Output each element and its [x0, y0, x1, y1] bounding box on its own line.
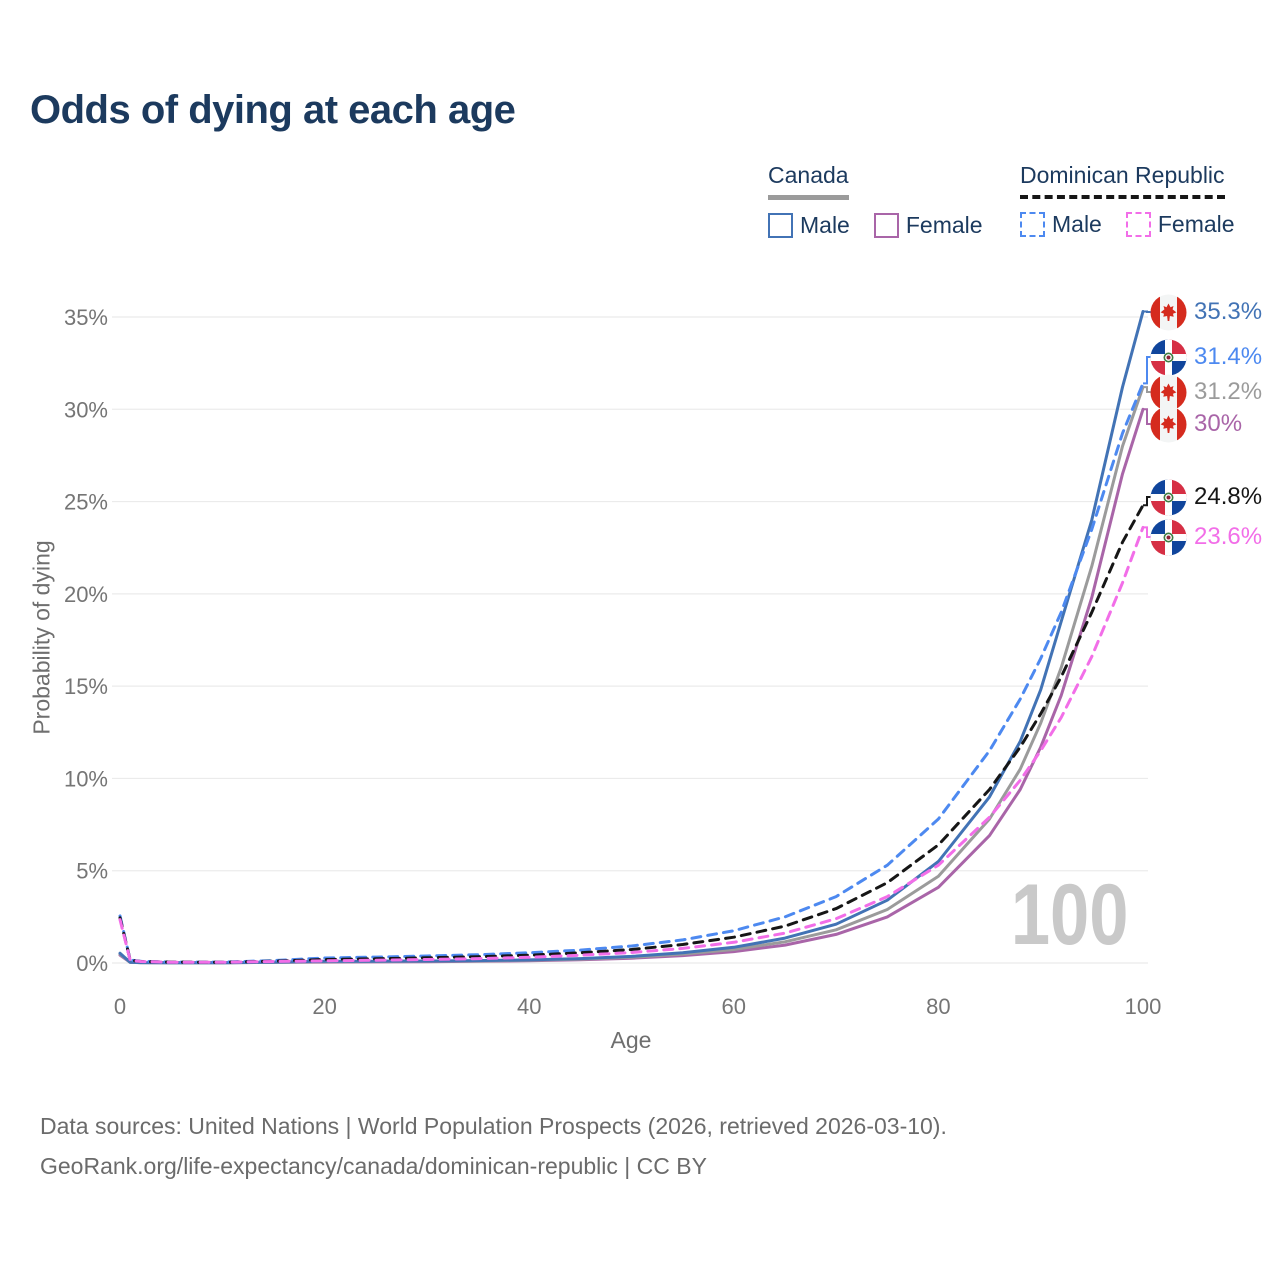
legend-title-canada[interactable]: Canada	[768, 162, 849, 200]
legend-item-dr-female[interactable]: Female	[1125, 211, 1235, 238]
label-connector-dr-female	[1143, 526, 1151, 538]
label-connector-canada-total	[1143, 386, 1151, 393]
data-source-line: Data sources: United Nations | World Pop…	[40, 1113, 947, 1139]
legend-item-canada-male[interactable]: Male	[768, 212, 850, 239]
series-line-canada-total	[118, 385, 1145, 965]
age-counter-watermark: 100	[1010, 867, 1128, 963]
dr-male-swatch-icon	[1020, 212, 1045, 237]
legend-group-canada: Canada Male Female	[768, 162, 983, 239]
legend-row-dominican-republic: Male Female	[1020, 211, 1235, 238]
y-axis-title: Probability of dying	[28, 540, 55, 735]
label-connector-dr-total	[1143, 496, 1151, 507]
legend-title-dominican-republic[interactable]: Dominican Republic	[1020, 162, 1225, 199]
chart-footer: Data sources: United Nations | World Pop…	[40, 1106, 947, 1186]
x-tick-label-20: 20	[312, 994, 336, 1019]
x-tick-label-60: 60	[722, 994, 746, 1019]
legend-label-canada-male: Male	[800, 212, 850, 238]
canada-female-swatch-icon	[873, 213, 899, 238]
attribution-link[interactable]: GeoRank.org/life-expectancy/canada/domin…	[40, 1153, 707, 1179]
x-tick-label-40: 40	[517, 994, 541, 1019]
label-connector-canada-female	[1143, 408, 1151, 425]
y-tick-label-0: 0%	[76, 951, 108, 976]
legend-label-dr-male: Male	[1052, 211, 1102, 237]
series-line-dr-male	[118, 381, 1145, 964]
y-tick-label-30: 30%	[64, 397, 108, 422]
x-axis-title: Age	[610, 1027, 652, 1053]
label-connector-canada-male	[1143, 310, 1151, 313]
legend-label-canada-female: Female	[905, 212, 983, 238]
legend-item-dr-male[interactable]: Male	[1020, 211, 1102, 238]
page-title: Odds of dying at each age	[30, 88, 516, 132]
x-tick-label-0: 0	[114, 994, 126, 1019]
legend-item-canada-female[interactable]: Female	[873, 212, 983, 239]
x-tick-label-100: 100	[1125, 994, 1162, 1019]
series-line-dr-total	[118, 503, 1145, 964]
y-tick-label-15: 15%	[64, 674, 108, 699]
label-connector-dr-male	[1143, 356, 1151, 385]
legend-group-dominican-republic: Dominican Republic Male Female	[1020, 162, 1235, 238]
canada-male-swatch-icon	[768, 213, 793, 238]
y-tick-label-5: 5%	[76, 859, 108, 884]
series-line-dr-female	[118, 525, 1145, 964]
x-tick-label-80: 80	[926, 994, 950, 1019]
y-tick-label-25: 25%	[64, 490, 108, 515]
legend-row-canada: Male Female	[768, 212, 983, 239]
dr-female-swatch-icon	[1125, 212, 1151, 237]
y-tick-label-20: 20%	[64, 582, 108, 607]
y-tick-label-10: 10%	[64, 766, 108, 791]
y-tick-label-35: 35%	[64, 305, 108, 330]
legend-label-dr-female: Female	[1157, 211, 1235, 237]
